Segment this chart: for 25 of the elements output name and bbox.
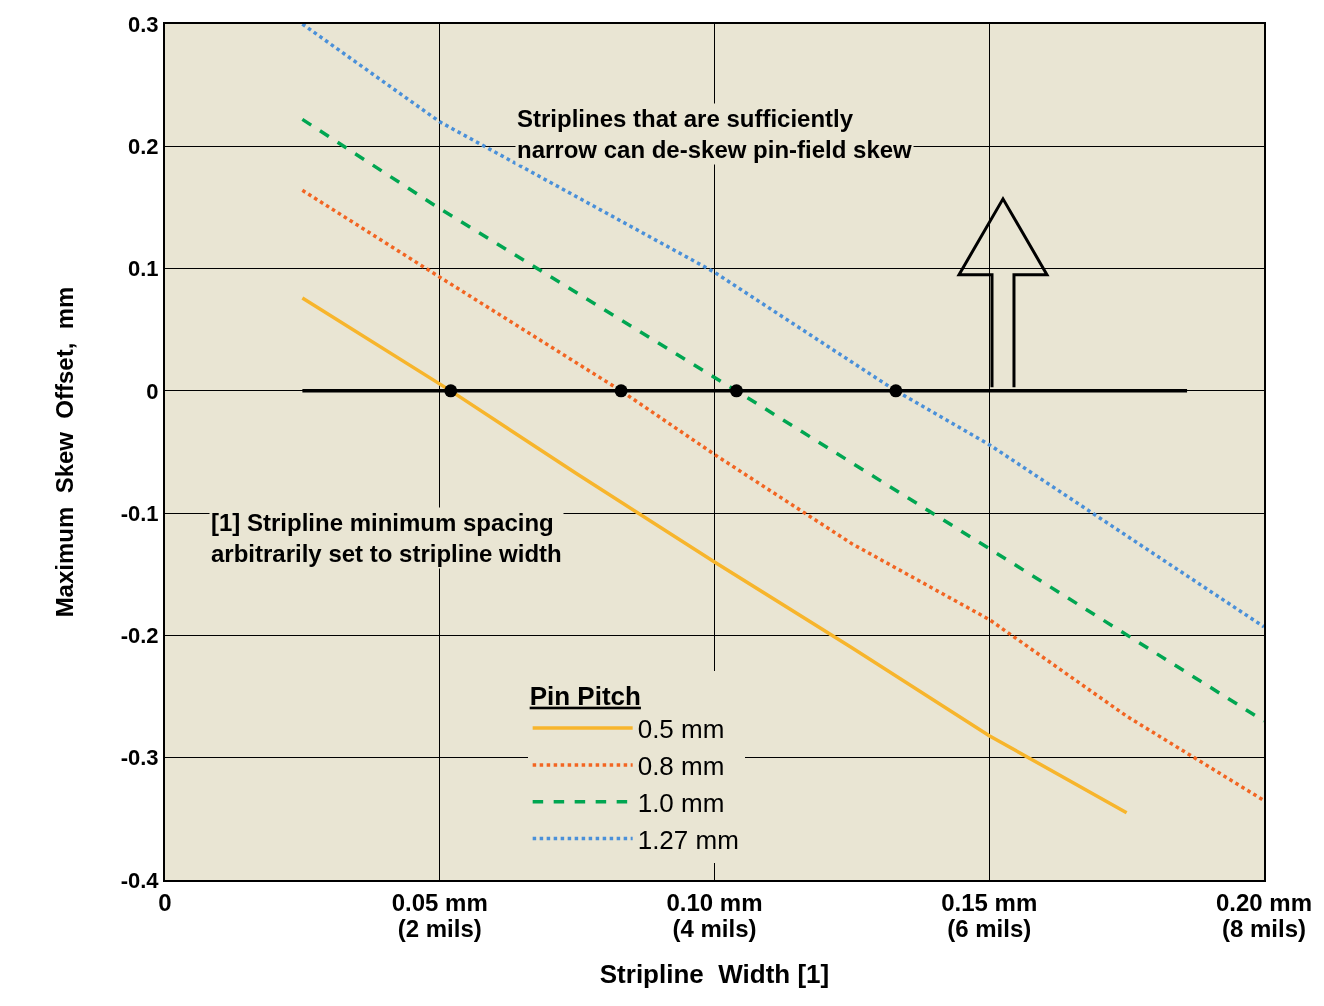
x2-tick-label: (4 mils)	[672, 915, 757, 942]
x-tick-label: 0.10 mm	[666, 888, 763, 916]
annotation: [1] Stripline minimum spacing arbitrarily set to stripline width	[211, 509, 562, 568]
y-tick-label: 0.3	[128, 11, 159, 37]
y-tick-label: 0.2	[128, 133, 159, 159]
legend-title: Pin Pitch	[529, 680, 641, 711]
x-tick-label: 0.15 mm	[941, 888, 1038, 916]
x-tick-label: 0.05 mm	[391, 888, 488, 916]
y-tick-label: -0.3	[120, 745, 159, 771]
x-tick-label: 0.20 mm	[1215, 888, 1313, 916]
y-tick-label: 0	[146, 378, 159, 404]
legend-label: 1.0 mm	[637, 787, 725, 818]
legend-label: 0.5 mm	[637, 714, 725, 745]
x2-tick-label: (6 mils)	[947, 915, 1032, 942]
y-tick-label: -0.4	[120, 867, 160, 893]
x-axis-title: Stripline Width [1]	[599, 959, 830, 989]
y-tick-label: 0.1	[128, 256, 159, 282]
y-tick-label: -0.2	[120, 623, 159, 649]
legend-label: 0.8 mm	[637, 751, 725, 782]
y-tick-label: -0.1	[120, 500, 159, 526]
x2-tick-label: (8 mils)	[1221, 915, 1307, 942]
legend-label: 1.27 mm	[637, 824, 739, 855]
y-axis-title: Maximum Skew Offset, mm	[51, 286, 79, 618]
x2-tick-label: (2 mils)	[397, 915, 482, 942]
annotation: Striplines that are sufficiently narrow can de-skew pin-field skew	[517, 105, 913, 164]
